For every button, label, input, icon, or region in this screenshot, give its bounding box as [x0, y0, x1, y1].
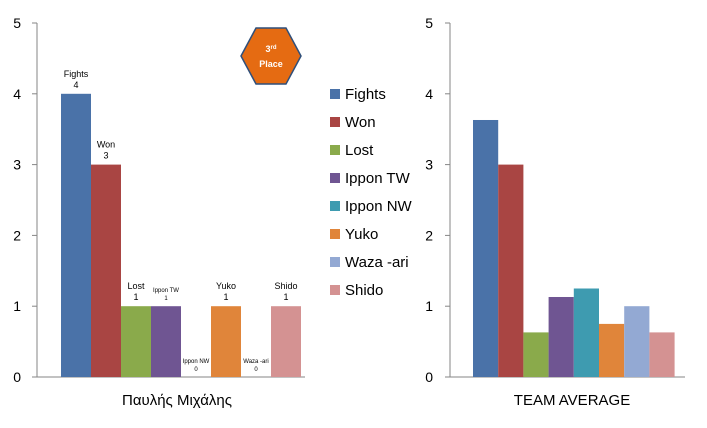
legend-swatch-ippon-nw [330, 201, 340, 211]
chart-2: 0 1 2 3 4 5 TEAM AVERAGE [425, 15, 685, 409]
y-tick-label: 4 [425, 86, 433, 102]
y-tick-label: 3 [425, 157, 433, 173]
bar-yuko [211, 306, 241, 377]
chart-1: 0 1 2 3 4 5 Fights 4 Won 3 Lost 1 Ippon TW 1 Ippon NW 0… [13, 15, 305, 409]
legend-label-ippon-tw: Ippon TW [345, 170, 411, 187]
legend-swatch-waza-ari [330, 257, 340, 267]
bar-shido [271, 306, 301, 377]
data-label-waza-ari: Waza -ari 0 [243, 359, 268, 373]
legend-label-won: Won [345, 114, 376, 131]
legend-swatch-won [330, 117, 340, 127]
legend-swatch-yuko [330, 229, 340, 239]
bar-yuko [599, 323, 625, 377]
y-tick-label: 3 [13, 157, 21, 173]
data-label-ippon-nw: Ippon NW 0 [183, 359, 210, 373]
bar-waza-ari [624, 306, 650, 377]
data-label-lost: Lost 1 [127, 281, 145, 302]
y-tick-label: 5 [13, 15, 21, 31]
data-label-yuko: Yuko 1 [216, 281, 236, 302]
legend-swatch-ippon-tw [330, 173, 340, 183]
y-tick-label: 0 [13, 369, 21, 385]
y-tick-label: 5 [425, 15, 433, 31]
data-label-ippon-tw: Ippon TW 1 [153, 288, 179, 302]
y-tick-label: 0 [425, 369, 433, 385]
bar-shido [649, 332, 675, 377]
bar-lost [121, 306, 151, 377]
legend-label-shido: Shido [345, 282, 383, 299]
legend-label-waza-ari: Waza -ari [345, 254, 409, 271]
bar-won [498, 164, 524, 377]
legend-swatch-shido [330, 285, 340, 295]
bar-ippon-tw [151, 306, 181, 377]
legend-label-ippon-nw: Ippon NW [345, 198, 413, 215]
y-tick-label: 1 [425, 298, 433, 314]
data-label-fights: Fights 4 [64, 69, 89, 90]
y-tick-label: 1 [13, 298, 21, 314]
data-label-won: Won 3 [97, 140, 115, 161]
y-tick-label: 2 [13, 227, 21, 243]
place-badge: 3rd Place [240, 27, 302, 85]
legend-swatch-fights [330, 89, 340, 99]
badge-hexagon [240, 27, 302, 85]
badge-rank: 3rd [265, 44, 276, 54]
y-tick-label: 2 [425, 227, 433, 243]
legend-label-fights: Fights [345, 86, 386, 103]
x-axis-label: TEAM AVERAGE [514, 392, 630, 409]
x-axis-label: Παυλής Μιχάλης [122, 392, 232, 409]
y-tick-label: 4 [13, 86, 21, 102]
bar-won [91, 164, 121, 377]
legend-label-lost: Lost [345, 142, 374, 159]
bar-lost [523, 332, 549, 377]
bar-ippon-nw [573, 288, 599, 377]
legend-label-yuko: Yuko [345, 226, 378, 243]
legend: Fights Won Lost Ippon TW Ippon NW Yuko Waza -a… [330, 86, 413, 299]
data-label-shido: Shido 1 [274, 281, 297, 302]
legend-swatch-lost [330, 145, 340, 155]
bar-ippon-tw [548, 296, 574, 377]
bar-fights [473, 119, 499, 377]
badge-place-label: Place [259, 59, 283, 69]
bar-fights [61, 93, 91, 378]
